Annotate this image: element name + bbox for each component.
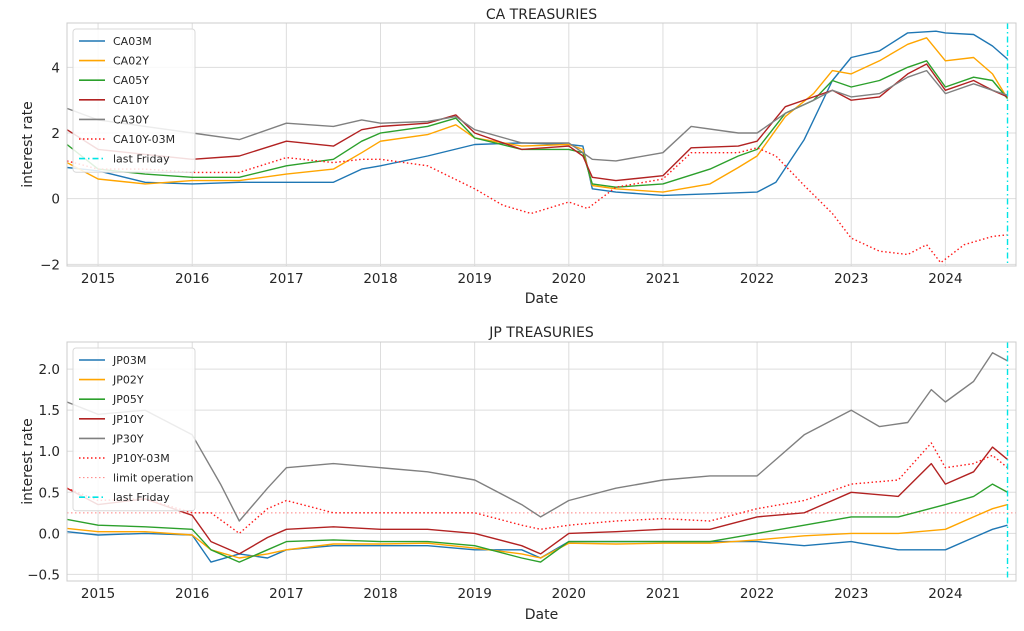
legend-box: [72, 347, 196, 512]
x-tick-label: 2019: [457, 271, 491, 287]
legend: CA03M CA02Y CA05Y CA10Y CA30Y CA10Y-03M last F…: [72, 28, 196, 173]
x-tick-label: 2016: [175, 271, 209, 287]
legend-label: JP10Y-03M: [112, 452, 170, 465]
legend-label: last Friday: [113, 153, 170, 166]
legend-label: CA30Y: [113, 113, 149, 126]
x-tick-label: 2021: [646, 271, 680, 287]
chart-1: 2015 2016 2017 2018 2019 2020 2021 2022 2023 2024…: [20, 7, 1017, 307]
chart-2: 2015 2016 2017 2018 2019 2020 2021 2022 2023 2024…: [20, 325, 1017, 623]
series-ca30y: [67, 69, 1008, 162]
x-tick-label: 2020: [552, 271, 586, 287]
x-tick-label: 2024: [928, 586, 962, 602]
x-tick-label: 2015: [81, 586, 115, 602]
x-axis-label: Date: [525, 607, 558, 623]
y-tick-label: 2: [51, 126, 60, 142]
legend-label: JP02Y: [112, 374, 144, 387]
y-tick-label: 1.5: [39, 403, 60, 419]
plot-frame: [66, 22, 1017, 267]
series-ca05y: [67, 60, 1009, 188]
x-tick-label: 2023: [834, 586, 868, 602]
series-ca03m: [67, 30, 1008, 197]
series-jp05y: [67, 483, 1008, 563]
legend-label: CA02Y: [113, 55, 149, 68]
series-lines: [67, 23, 1009, 266]
y-tick-label: 2.0: [39, 362, 60, 378]
series-jp10y: [67, 446, 1008, 555]
legend: JP03M JP02Y JP05Y JP10Y JP30Y JP10Y-03M limit …: [72, 347, 196, 512]
legend-label: JP30Y: [112, 432, 144, 445]
chart-title: JP TREASURIES: [488, 325, 594, 341]
y-tick-label: 0.0: [39, 526, 60, 542]
legend-label: limit operation: [113, 472, 194, 485]
y-tick-label: 0.5: [39, 485, 60, 501]
legend-label: last Friday: [113, 491, 170, 504]
x-tick-label: 2022: [740, 271, 774, 287]
x-tick-label: 2016: [175, 586, 209, 602]
x-tick-label: 2017: [269, 271, 303, 287]
y-tick-label: 4: [51, 60, 60, 76]
y-tick-label: 0: [51, 192, 60, 208]
series-jp10y-03m: [67, 442, 1008, 535]
series-ca10y: [67, 63, 1008, 182]
series-ca02y: [67, 37, 1009, 193]
plot-area: [67, 23, 1016, 266]
x-tick-label: 2020: [552, 586, 586, 602]
x-axis-label: Date: [525, 291, 558, 307]
series-lines: [67, 342, 1016, 581]
y-tick-label: −2: [40, 257, 60, 273]
legend-label: JP10Y: [112, 413, 144, 426]
legend-label: CA05Y: [113, 74, 149, 87]
y-axis-label: interest rate: [20, 101, 36, 188]
legend-label: CA10Y-03M: [113, 133, 175, 146]
y-tick-label: −0.5: [27, 567, 60, 583]
x-tick-label: 2017: [269, 586, 303, 602]
x-tick-label: 2018: [363, 271, 397, 287]
legend-box: [72, 28, 196, 173]
legend-label: JP03M: [112, 354, 146, 367]
x-tick-label: 2024: [928, 271, 962, 287]
x-tick-label: 2018: [363, 586, 397, 602]
series-jp30y: [67, 352, 1008, 522]
x-tick-label: 2022: [740, 586, 774, 602]
y-axis-label: interest rate: [20, 418, 36, 505]
x-tick-label: 2015: [81, 271, 115, 287]
x-tick-label: 2023: [834, 271, 868, 287]
legend-label: CA03M: [113, 35, 152, 48]
legend-label: CA10Y: [113, 94, 149, 107]
plot-area: [67, 342, 1016, 581]
series-jp03m: [67, 524, 1008, 563]
legend-label: JP05Y: [112, 393, 144, 406]
y-tick-label: 1.0: [39, 444, 60, 460]
x-tick-label: 2021: [646, 586, 680, 602]
chart-title: CA TREASURIES: [486, 7, 597, 23]
plot-frame: [66, 341, 1017, 582]
x-tick-label: 2019: [457, 586, 491, 602]
